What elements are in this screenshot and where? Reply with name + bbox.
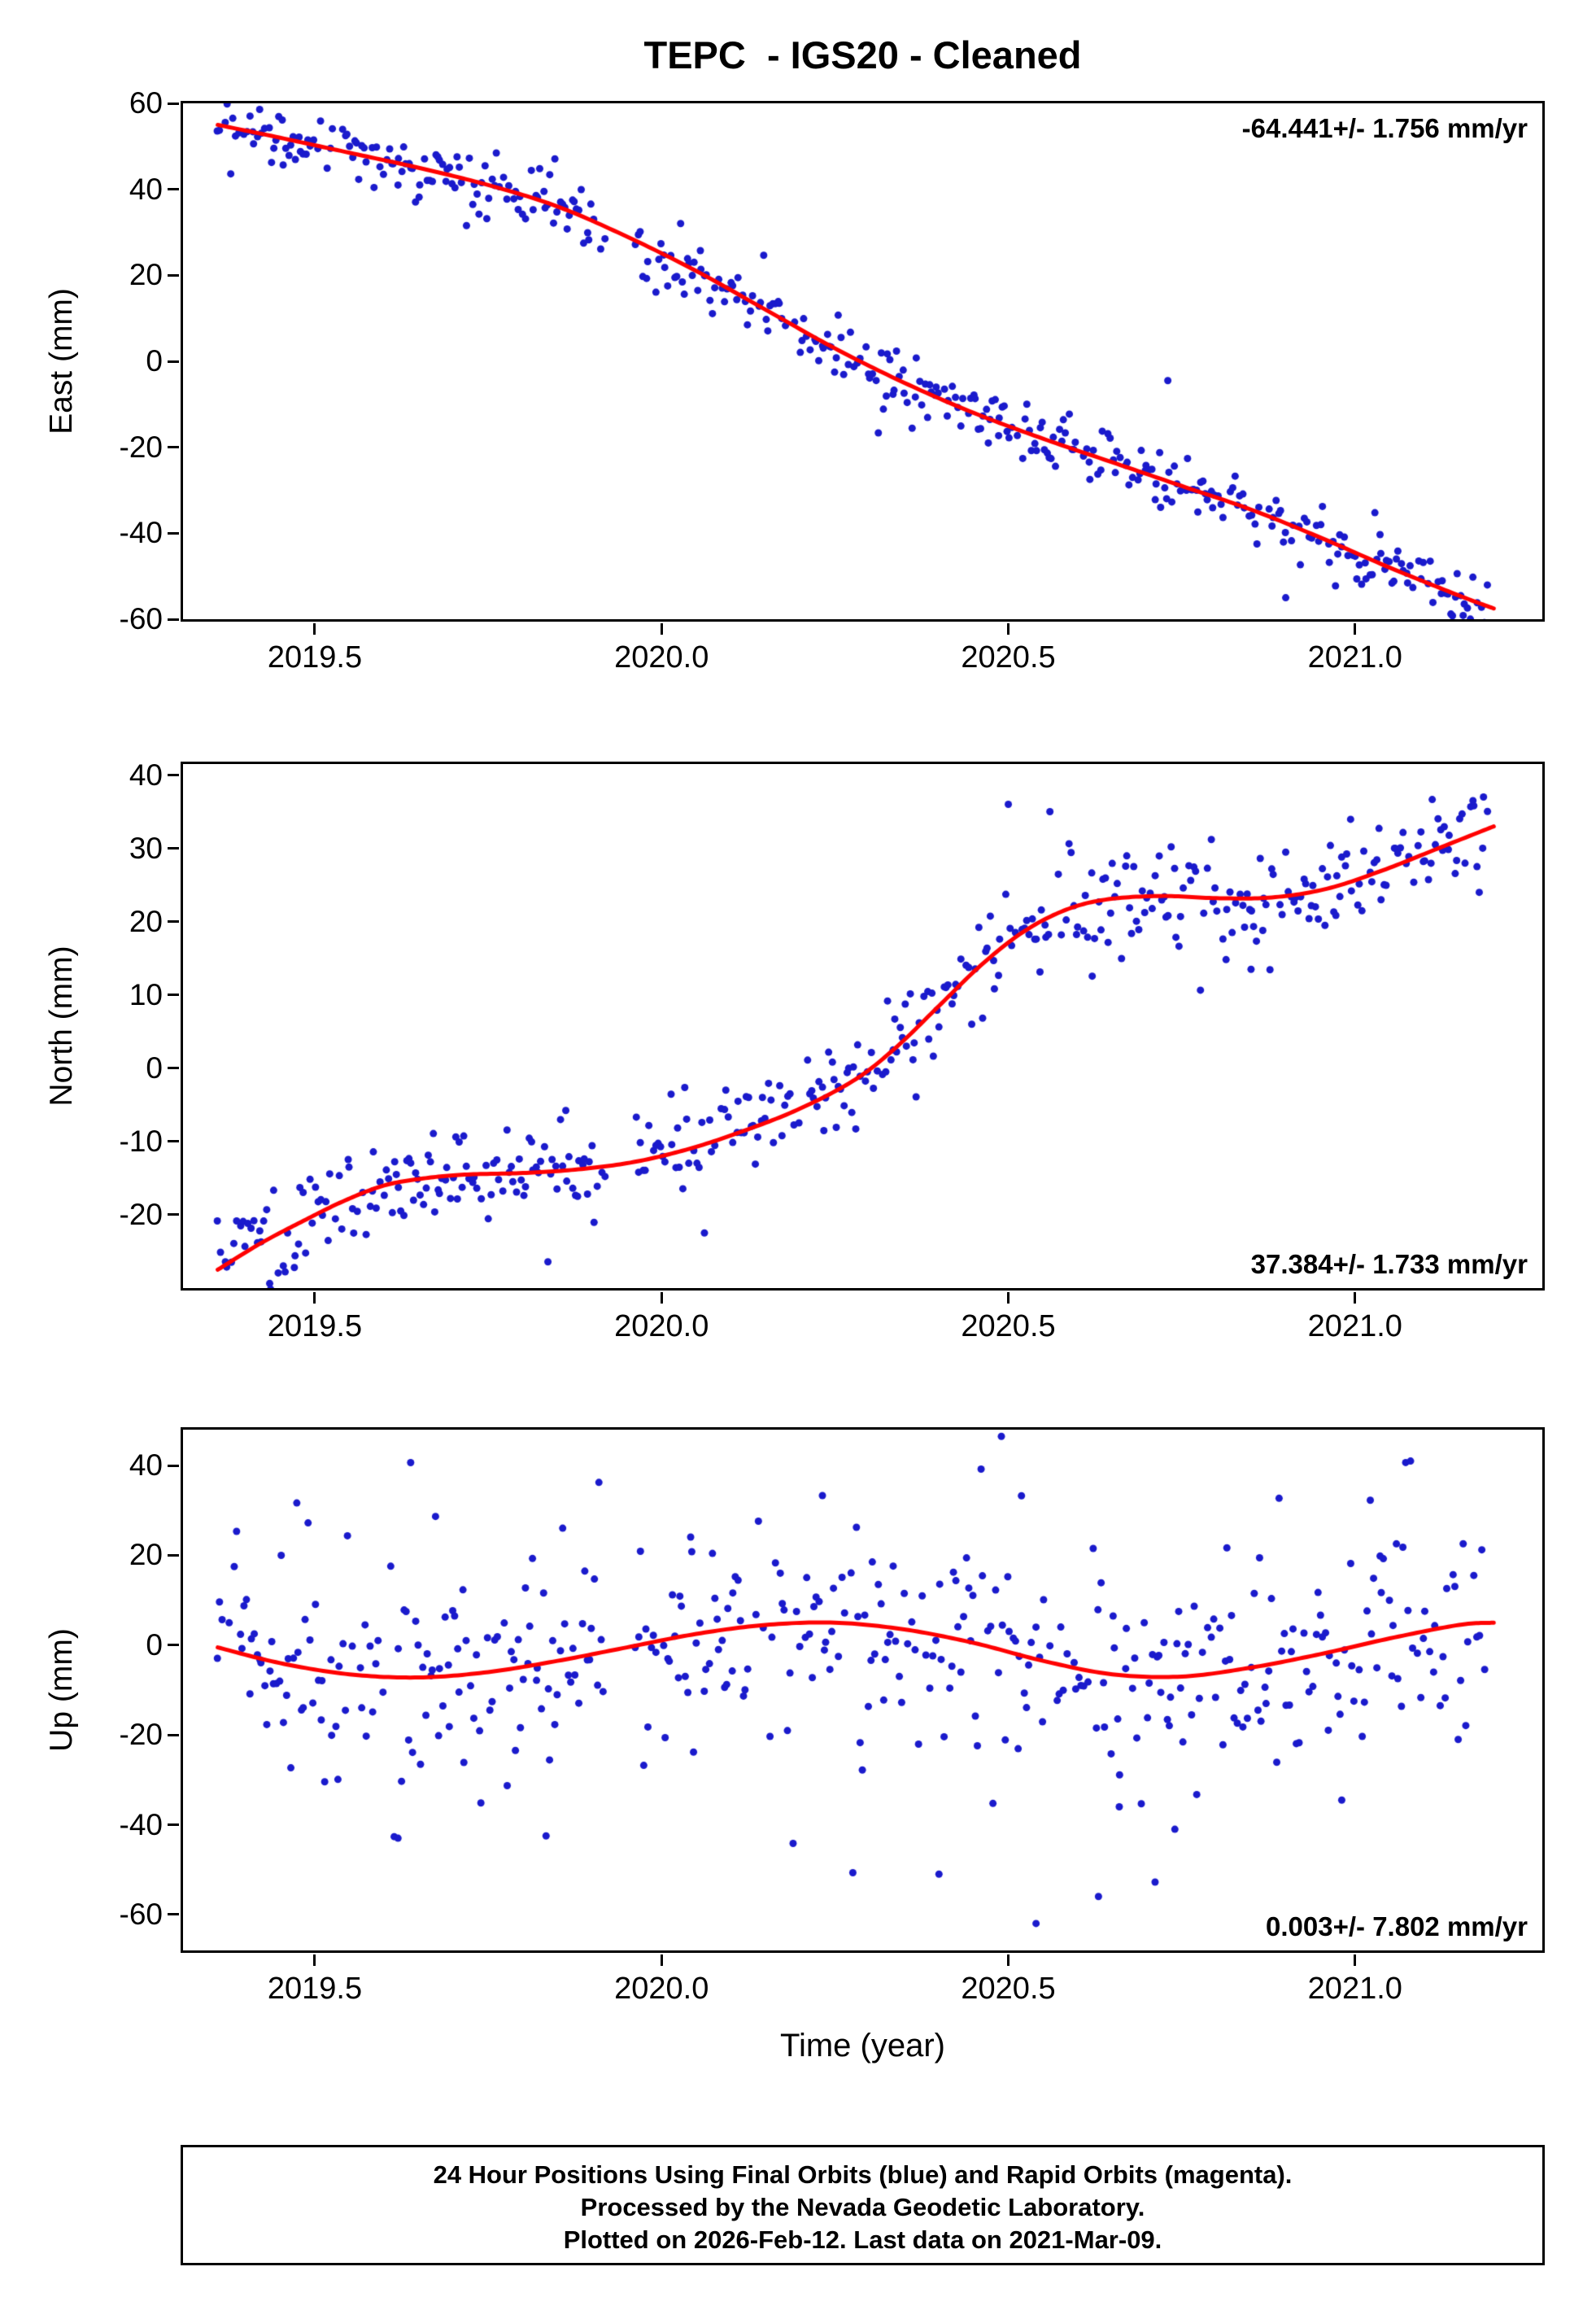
north-x-tick-mark <box>1354 1292 1357 1304</box>
up-panel: Up (mm) 0.003+/- 7.802 mm/yr 40 20 0 -20 -40… <box>0 1427 1596 2006</box>
up-x-tick-mark <box>1354 1954 1357 1966</box>
east-rate-annotation: -64.441+/- 1.756 mm/yr <box>1241 113 1528 143</box>
up-y-tick-label: 20 <box>129 1538 163 1572</box>
up-plot-box: 0.003+/- 7.802 mm/yr <box>181 1427 1545 1953</box>
footer-line-2: Processed by the Nevada Geodetic Laborat… <box>580 2193 1145 2221</box>
up-y-tick-mark <box>168 1733 179 1736</box>
east-x-tick-mark <box>1354 623 1357 635</box>
east-y-tick-label: -20 <box>119 430 163 464</box>
up-y-tick-mark <box>168 1823 179 1827</box>
up-y-tick-label: -60 <box>119 1897 163 1931</box>
up-y-tick-label: -40 <box>119 1807 163 1841</box>
east-x-tick-label: 2020.0 <box>614 640 709 675</box>
east-scatter-canvas <box>183 103 1542 619</box>
north-y-tick-mark <box>168 994 179 997</box>
east-x-tick-label: 2021.0 <box>1307 640 1402 675</box>
footer-line-3: Plotted on 2026-Feb-12. Last data on 202… <box>563 2225 1162 2254</box>
east-y-tick-label: -60 <box>119 602 163 635</box>
north-scatter-canvas <box>183 764 1542 1288</box>
up-x-tick-label: 2019.5 <box>267 1972 363 2006</box>
up-y-tick-mark <box>168 1644 179 1647</box>
up-x-tick-mark <box>313 1954 316 1966</box>
up-x-tick-label: 2020.0 <box>614 1972 709 2006</box>
east-x-tick-mark <box>313 623 316 635</box>
east-x-tick-label: 2019.5 <box>267 640 363 675</box>
page-title: TEPC - IGS20 - Cleaned <box>643 33 1082 76</box>
north-plot-box: 37.384+/- 1.733 mm/yr <box>181 762 1545 1291</box>
north-y-tick-mark <box>168 1067 179 1070</box>
up-y-tick-label: 40 <box>129 1448 163 1483</box>
north-y-tick-label: -20 <box>119 1197 163 1231</box>
north-y-tick-label: 40 <box>129 758 163 792</box>
north-y-tick-mark <box>168 1213 179 1216</box>
north-y-tick-label: 20 <box>129 904 163 938</box>
footer-line-1: 24 Hour Positions Using Final Orbits (bl… <box>433 2160 1293 2189</box>
north-rate-annotation: 37.384+/- 1.733 mm/yr <box>1250 1249 1528 1279</box>
up-x-tick-label: 2021.0 <box>1307 1972 1402 2006</box>
north-y-tick-mark <box>168 1140 179 1143</box>
up-x-tick-mark <box>1007 1954 1010 1966</box>
north-y-tick-label: 30 <box>129 831 163 865</box>
north-y-tick-label: 10 <box>129 977 163 1011</box>
north-y-tick-mark <box>168 847 179 850</box>
east-y-tick-label: 20 <box>129 258 163 292</box>
north-x-tick-mark <box>313 1292 316 1304</box>
north-y-tick-label: -10 <box>119 1124 163 1158</box>
east-plot-box: -64.441+/- 1.756 mm/yr <box>181 101 1545 622</box>
east-y-tick-label: -40 <box>119 516 163 550</box>
east-y-tick-label: 40 <box>129 172 163 206</box>
east-x-tick-mark <box>1007 623 1010 635</box>
north-y-tick-label: 0 <box>146 1050 163 1085</box>
north-x-tick-mark <box>1007 1292 1010 1304</box>
up-y-tick-mark <box>168 1553 179 1557</box>
east-y-tick-mark <box>168 188 179 191</box>
up-y-tick-mark <box>168 1464 179 1467</box>
east-y-tick-label: 60 <box>129 86 163 120</box>
north-x-tick-label: 2020.0 <box>614 1309 709 1343</box>
up-x-tick-label: 2020.5 <box>961 1972 1056 2006</box>
footer-box: 24 Hour Positions Using Final Orbits (bl… <box>181 2145 1545 2265</box>
east-x-tick-label: 2020.5 <box>961 640 1056 675</box>
east-y-tick-mark <box>168 531 179 535</box>
up-y-tick-label: 0 <box>146 1627 163 1662</box>
north-x-tick-label: 2021.0 <box>1307 1309 1402 1343</box>
east-y-tick-label: 0 <box>146 344 163 378</box>
east-y-tick-mark <box>168 273 179 277</box>
east-x-tick-mark <box>660 623 663 635</box>
east-y-tick-mark <box>168 360 179 363</box>
up-y-tick-mark <box>168 1913 179 1916</box>
up-rate-annotation: 0.003+/- 7.802 mm/yr <box>1266 1911 1528 1941</box>
east-y-tick-mark <box>168 446 179 449</box>
north-y-tick-mark <box>168 774 179 776</box>
east-y-tick-mark <box>168 102 179 105</box>
east-y-tick-mark <box>168 618 179 621</box>
north-panel: North (mm) 37.384+/- 1.733 mm/yr 40 30 20 1… <box>0 758 1596 1343</box>
up-x-tick-mark <box>660 1954 663 1966</box>
up-scatter-canvas <box>183 1430 1542 1950</box>
north-y-tick-mark <box>168 920 179 924</box>
north-x-tick-label: 2019.5 <box>267 1309 363 1343</box>
north-x-tick-mark <box>660 1292 663 1304</box>
north-x-tick-label: 2020.5 <box>961 1309 1056 1343</box>
up-y-tick-label: -20 <box>119 1718 163 1752</box>
x-axis-label: Time (year) <box>780 2028 945 2064</box>
east-panel: East (mm) -64.441+/- 1.756 mm/yr 60 40 20 0… <box>0 87 1596 675</box>
